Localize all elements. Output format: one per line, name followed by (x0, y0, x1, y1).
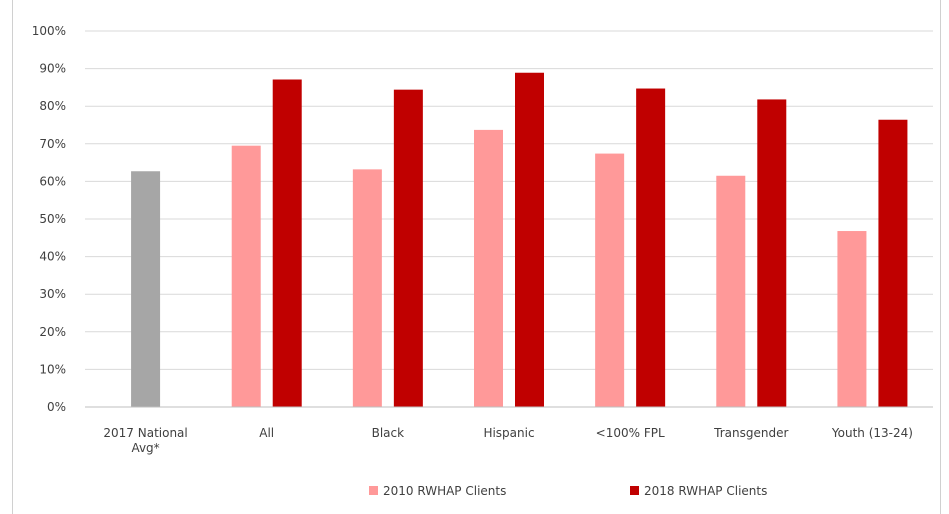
x-category-label: 2017 National (103, 426, 187, 440)
x-category-label: All (259, 426, 274, 440)
legend-swatch-2018 (630, 486, 639, 495)
bar-2010 (595, 153, 625, 407)
x-category-label: Black (372, 426, 405, 440)
bar-2018 (757, 99, 787, 407)
legend-label-2010: 2010 RWHAP Clients (383, 484, 506, 498)
bar-national-avg (131, 171, 161, 407)
bar-2010 (716, 175, 746, 407)
y-tick-label: 30% (39, 287, 66, 301)
legend-label-2018: 2018 RWHAP Clients (644, 484, 767, 498)
y-axis-ticks: 0% 10% 20% 30% 40% 50% 60% 70% 80% 90% 100% (32, 24, 66, 414)
y-tick-label: 70% (39, 137, 66, 151)
y-tick-label: 0% (47, 400, 66, 414)
bar-2010 (352, 169, 382, 407)
y-tick-label: 100% (32, 24, 66, 38)
bar-2018 (393, 89, 423, 407)
y-tick-label: 20% (39, 325, 66, 339)
bar-2018 (272, 79, 302, 407)
bar-2010 (231, 145, 261, 407)
bar-2010 (474, 129, 503, 407)
bar-2018 (515, 72, 544, 408)
bar-2018 (636, 88, 666, 407)
bar-2018 (878, 119, 908, 408)
y-tick-label: 10% (39, 362, 66, 376)
x-category-label: Avg* (131, 441, 159, 455)
y-tick-label: 80% (39, 99, 66, 113)
bars (131, 72, 908, 408)
x-category-label: Youth (13-24) (831, 426, 913, 440)
y-tick-label: 60% (39, 174, 66, 188)
y-tick-label: 50% (39, 212, 66, 226)
x-category-label: Transgender (713, 426, 788, 440)
x-category-label: <100% FPL (596, 426, 665, 440)
gridlines (85, 30, 933, 370)
y-tick-label: 40% (39, 250, 66, 264)
legend: 2010 RWHAP Clients 2018 RWHAP Clients (369, 484, 767, 498)
x-category-label: Hispanic (483, 426, 534, 440)
legend-swatch-2010 (369, 486, 378, 495)
bar-2010 (837, 231, 867, 407)
y-tick-label: 90% (39, 62, 66, 76)
